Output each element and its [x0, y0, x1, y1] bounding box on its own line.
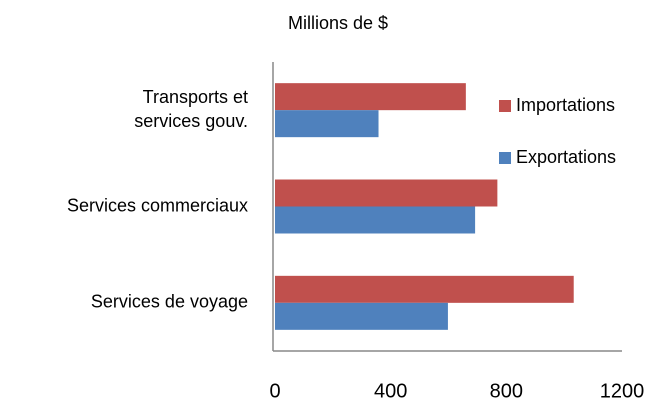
x-tick-label: 800: [490, 380, 523, 402]
bar: [275, 83, 466, 111]
legend-swatch: [499, 152, 511, 164]
y-tick-label: Transports et services gouv.: [134, 87, 248, 131]
x-tick-label: 0: [269, 380, 280, 402]
bar: [275, 302, 448, 330]
x-tick-label: 1200: [600, 380, 645, 402]
y-tick-label: Services commerciaux: [67, 195, 248, 215]
y-tick-label: Services de voyage: [91, 292, 248, 312]
bar: [275, 110, 379, 138]
legend-swatch: [499, 100, 511, 112]
legend-label: Exportations: [516, 147, 616, 167]
axis-label: Millions de $: [288, 13, 388, 33]
bar: [275, 179, 498, 207]
bar: [275, 275, 574, 303]
x-tick-label: 400: [374, 380, 407, 402]
bar: [275, 206, 476, 234]
legend-label: Importations: [516, 95, 615, 115]
